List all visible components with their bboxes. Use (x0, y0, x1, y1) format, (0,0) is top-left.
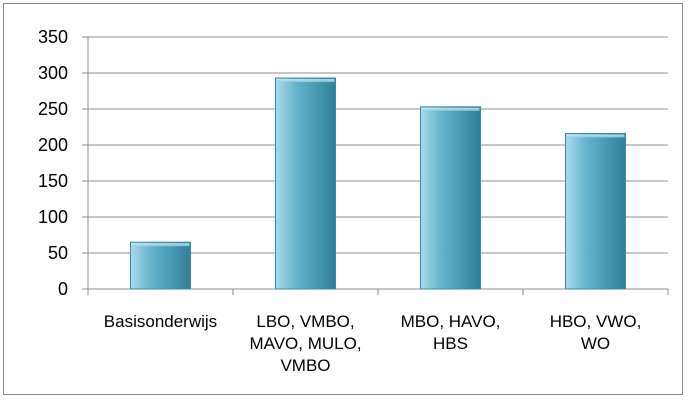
x-category-labels: Basisonderwijs LBO, VMBO, MAVO, MULO, VMBO M… (104, 312, 642, 375)
y-tick-label-100: 100 (38, 207, 68, 227)
bar-0 (130, 241, 191, 290)
y-tick-label-350: 350 (38, 27, 68, 47)
y-tick-label-300: 300 (38, 63, 68, 83)
y-tick-label-0: 0 (58, 279, 68, 299)
bar-highlight-1 (276, 79, 335, 83)
bar-3 (565, 132, 626, 290)
x-category-label-0-line-0: Basisonderwijs (104, 312, 217, 331)
bar-body-0 (130, 241, 191, 290)
bar-body-2 (420, 106, 481, 290)
bars (130, 77, 626, 290)
y-tick-label-150: 150 (38, 171, 68, 191)
x-category-label-1: LBO, VMBO, MAVO, MULO, VMBO (249, 312, 361, 375)
bar-body-1 (275, 77, 336, 290)
bar-2 (420, 106, 481, 290)
x-category-label-1-line-1: MAVO, MULO, (249, 334, 361, 353)
bar-body-3 (565, 132, 626, 290)
x-category-label-2-line-0: MBO, HAVO, (401, 312, 501, 331)
y-tick-labels: 0 50 100 150 200 250 300 350 (38, 27, 68, 299)
bar-highlight-2 (421, 107, 480, 111)
bar-1 (275, 77, 336, 290)
y-tick-label-200: 200 (38, 135, 68, 155)
x-category-label-0: Basisonderwijs (104, 312, 217, 331)
y-tick-label-250: 250 (38, 99, 68, 119)
bar-highlight-0 (131, 243, 190, 247)
x-category-label-1-line-0: LBO, VMBO, (256, 312, 354, 331)
x-category-label-3-line-0: HBO, VWO, (550, 312, 642, 331)
x-category-label-2: MBO, HAVO, HBS (401, 312, 501, 353)
x-category-label-2-line-1: HBS (433, 334, 468, 353)
bar-highlight-3 (566, 134, 625, 138)
x-category-label-1-line-2: VMBO (280, 356, 330, 375)
x-category-label-3: HBO, VWO, WO (550, 312, 642, 353)
x-category-label-3-line-1: WO (581, 334, 610, 353)
y-tick-label-50: 50 (48, 243, 68, 263)
